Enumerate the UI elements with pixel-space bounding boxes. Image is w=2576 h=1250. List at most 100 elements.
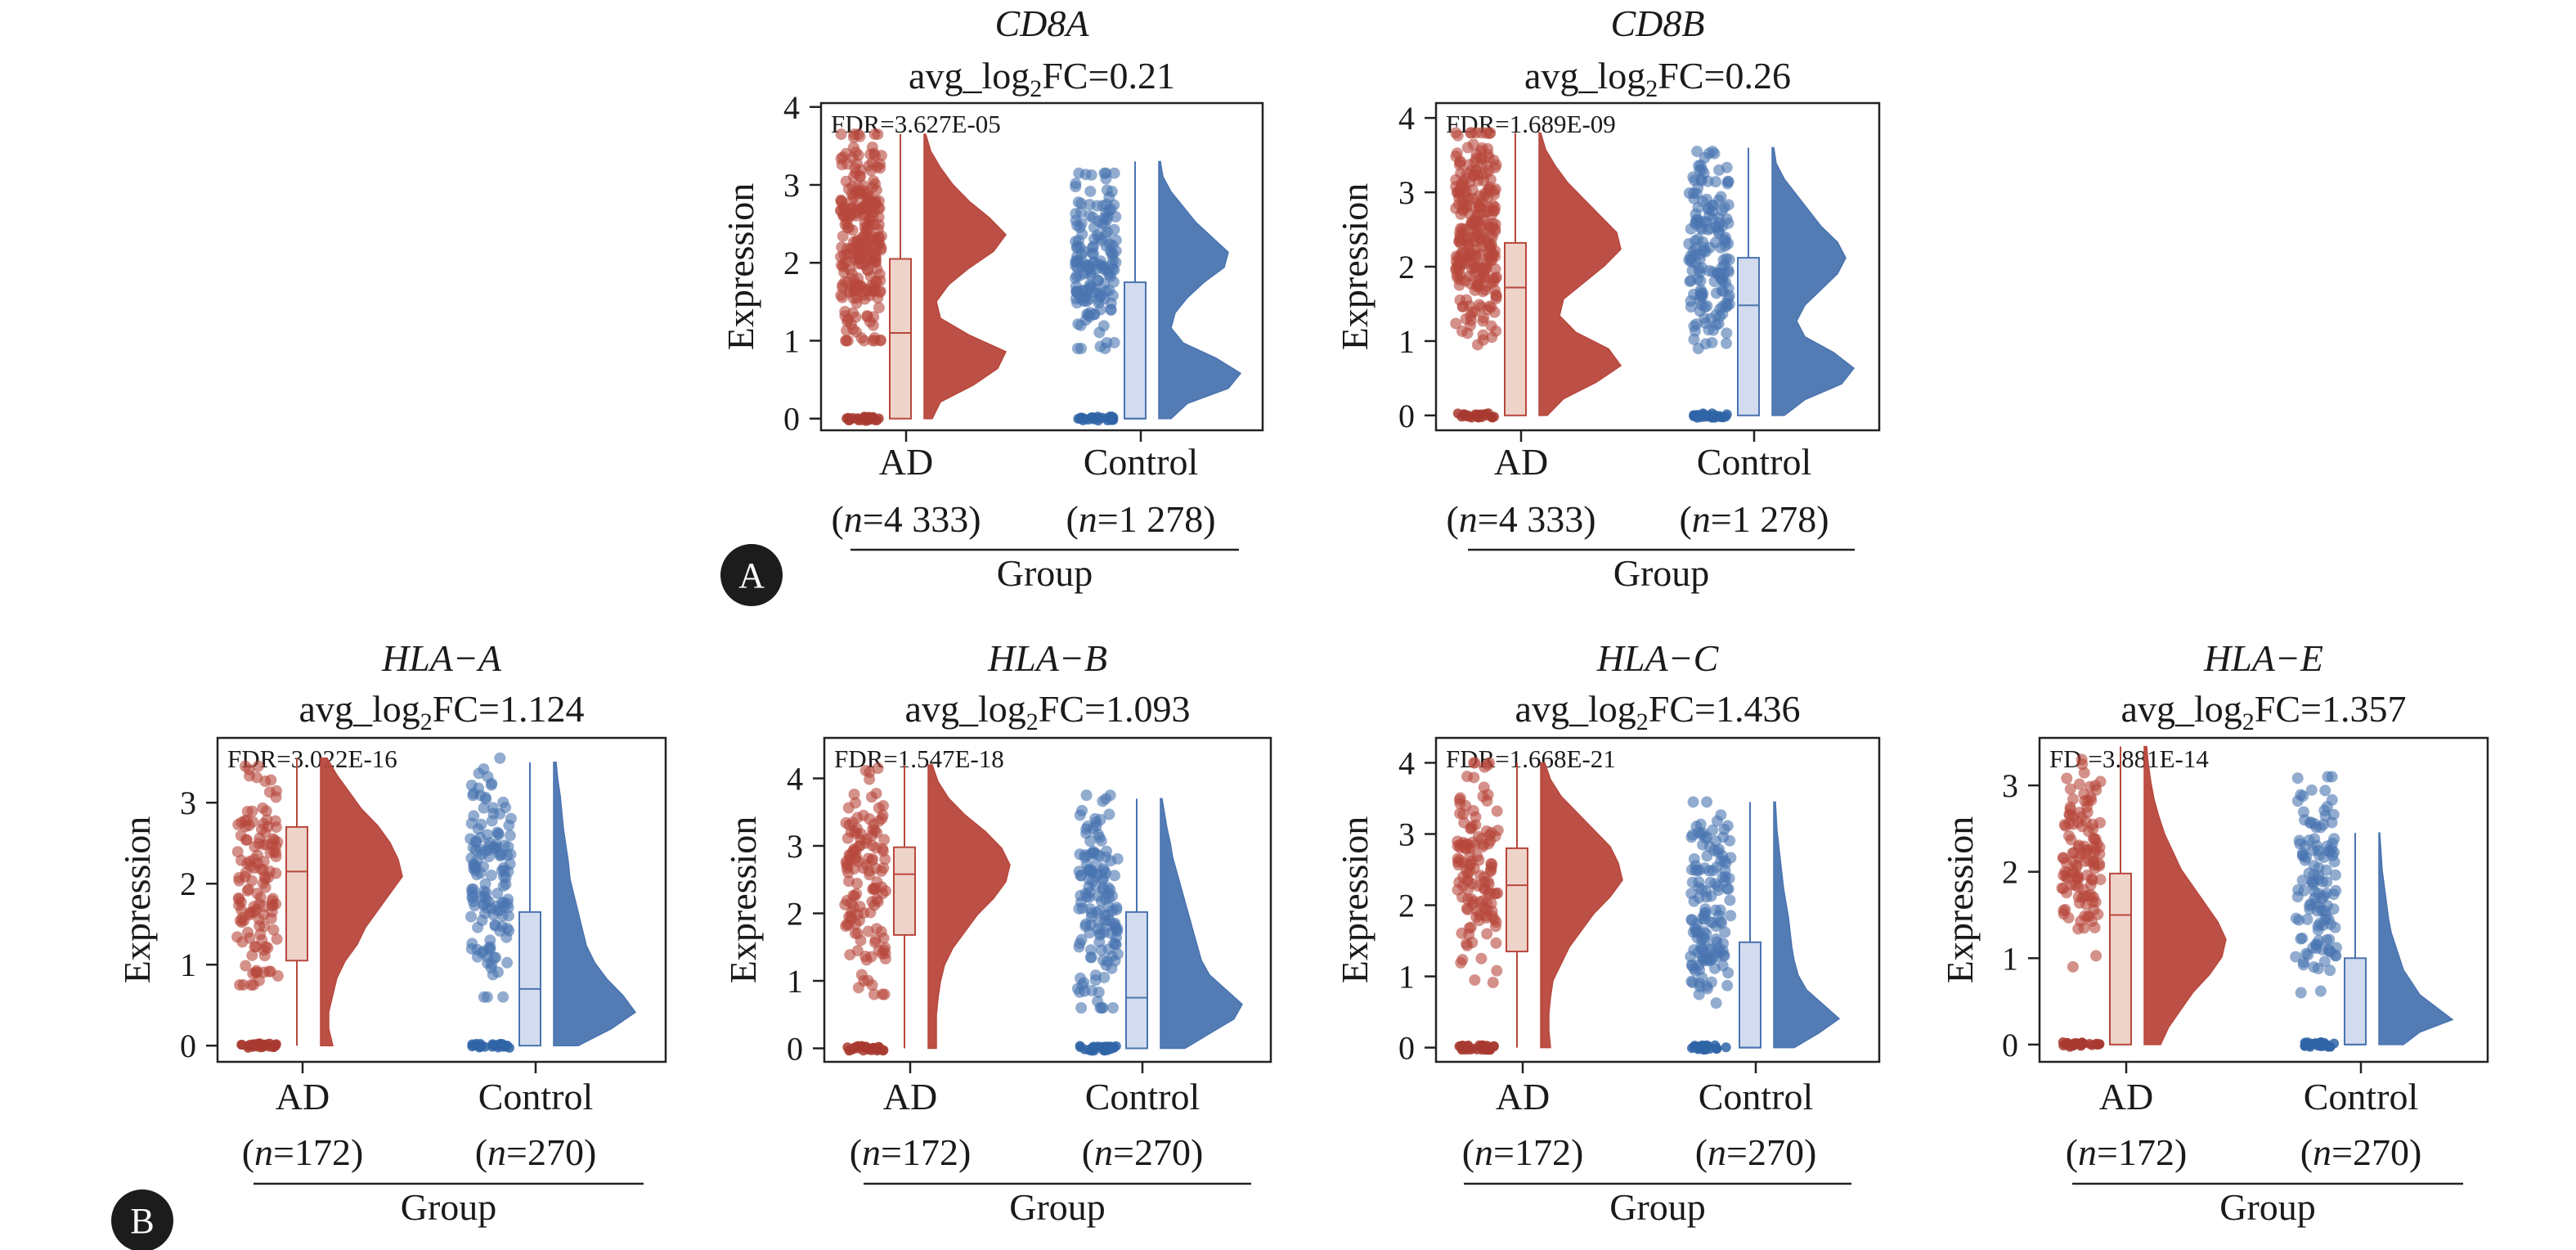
data-point — [1090, 816, 1102, 829]
count-value: =172) — [1493, 1131, 1583, 1173]
data-point — [1468, 771, 1480, 784]
plot-frame — [2038, 736, 2489, 1063]
zero-dots — [1452, 408, 1500, 423]
data-point — [2318, 804, 2331, 816]
data-point — [1102, 412, 1113, 423]
data-point — [2067, 960, 2079, 973]
data-point — [491, 826, 504, 839]
data-point — [1721, 327, 1733, 339]
data-point — [1700, 928, 1712, 940]
data-point — [1103, 808, 1115, 821]
data-point — [1714, 915, 1726, 928]
data-point — [263, 786, 276, 798]
data-point — [877, 1045, 888, 1056]
data-point — [868, 988, 881, 1000]
data-point — [1690, 218, 1702, 230]
data-point — [1687, 796, 1699, 808]
group-ad: AD (n=172) — [231, 757, 403, 1173]
data-point — [237, 978, 249, 991]
data-point — [1724, 894, 1736, 906]
count-open: ( — [831, 498, 843, 540]
data-point — [2089, 843, 2102, 856]
data-point — [1492, 825, 1504, 837]
data-point — [1080, 789, 1093, 802]
zero-dots — [2300, 1037, 2340, 1052]
count-open: ( — [2066, 1131, 2078, 1173]
data-point — [2321, 840, 2333, 852]
data-point — [1721, 979, 1734, 991]
data-point — [1685, 295, 1697, 307]
data-point — [856, 286, 868, 299]
data-point — [465, 911, 478, 923]
chart-subtitle-fc: avg_log2FC=1.357 — [2121, 688, 2407, 735]
data-point — [841, 325, 853, 337]
count-open: ( — [1082, 1131, 1094, 1173]
panel-badge-a: A — [720, 544, 783, 606]
y-tick-label: 3 — [180, 785, 196, 821]
fc-subscript: 2 — [1030, 75, 1042, 102]
data-point — [1491, 964, 1503, 977]
data-point — [1450, 263, 1462, 276]
data-point — [2089, 896, 2102, 908]
data-point — [1468, 757, 1480, 769]
data-point — [487, 802, 499, 814]
data-point — [868, 1043, 879, 1054]
data-point — [2089, 833, 2101, 845]
data-point — [2085, 1038, 2095, 1049]
data-point — [1699, 338, 1712, 350]
data-point — [852, 128, 864, 141]
data-point — [1717, 938, 1730, 950]
data-point — [877, 843, 889, 855]
data-point — [2308, 961, 2320, 973]
data-point — [1086, 241, 1098, 254]
data-point — [1467, 138, 1479, 151]
data-point — [1722, 199, 1735, 211]
data-point — [2296, 875, 2309, 887]
data-point — [1695, 940, 1708, 952]
data-point — [2058, 870, 2070, 882]
data-point — [1710, 904, 1722, 916]
chart-subtitle-fc: avg_log2FC=0.21 — [909, 55, 1175, 102]
data-point — [259, 881, 272, 893]
y-tick-label: 0 — [180, 1027, 196, 1064]
data-point — [860, 1041, 871, 1052]
violin-density — [553, 761, 637, 1046]
data-point — [272, 969, 284, 982]
data-point — [1454, 294, 1466, 306]
data-point — [1085, 907, 1097, 920]
data-point — [1724, 834, 1736, 847]
data-point — [1075, 206, 1088, 218]
x-category-count: (n=270) — [1082, 1131, 1204, 1173]
panel-letter: B — [130, 1201, 154, 1241]
y-axis-label: Expression — [722, 816, 764, 983]
data-point — [1075, 870, 1087, 882]
data-point — [233, 893, 245, 906]
box-iqr — [1504, 241, 1527, 416]
y-tick-label: 0 — [787, 1031, 803, 1068]
count-value: =270) — [1726, 1131, 1816, 1173]
data-point — [1488, 249, 1500, 261]
data-point — [2290, 951, 2302, 963]
data-point — [1475, 232, 1488, 244]
data-point — [1465, 314, 1478, 326]
violin-density — [1773, 801, 1841, 1049]
data-point — [1707, 266, 1719, 278]
data-point — [871, 160, 883, 173]
count-n: n — [844, 498, 863, 540]
data-point — [1461, 938, 1473, 950]
data-point — [1478, 312, 1490, 324]
data-point — [1109, 955, 1121, 967]
data-point — [1084, 185, 1097, 197]
data-point — [1719, 875, 1731, 888]
data-point — [1685, 831, 1698, 843]
data-point — [873, 302, 885, 314]
y-tick-label: 0 — [1398, 398, 1415, 434]
data-point — [496, 897, 509, 909]
data-point — [1692, 201, 1704, 214]
data-point — [467, 896, 479, 908]
data-point — [1475, 952, 1488, 964]
count-open: ( — [475, 1131, 487, 1173]
box-iqr — [1737, 257, 1760, 416]
x-category-label: AD — [1496, 1076, 1550, 1117]
data-point — [490, 1040, 500, 1050]
